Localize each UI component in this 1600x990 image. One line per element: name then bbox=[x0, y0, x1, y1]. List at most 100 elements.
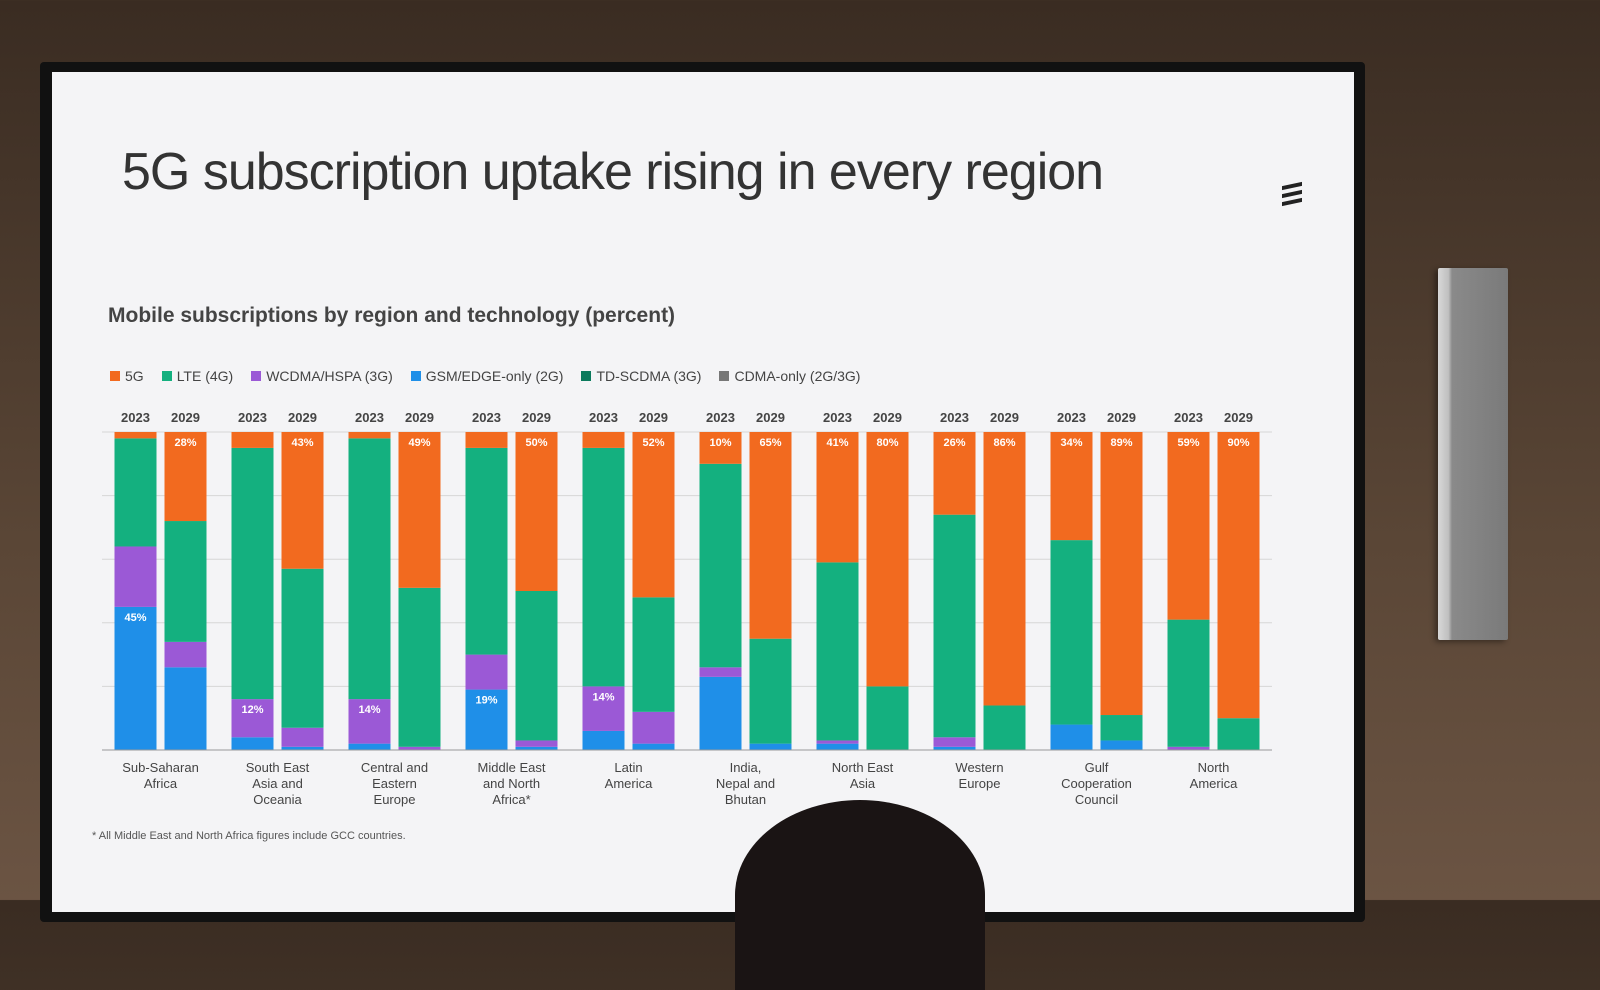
bar-segment bbox=[231, 447, 274, 700]
legend-label: LTE (4G) bbox=[176, 368, 234, 384]
bar-segment bbox=[281, 568, 324, 728]
bar-segment bbox=[1050, 540, 1093, 725]
bar-segment bbox=[866, 432, 909, 687]
legend-item: CDMA-only (2G/3G) bbox=[719, 368, 860, 384]
data-label: 14% bbox=[358, 704, 380, 716]
year-label: 2029 bbox=[288, 410, 317, 425]
bar-segment bbox=[1217, 718, 1260, 750]
bar-segment bbox=[114, 432, 157, 439]
year-label: 2023 bbox=[940, 410, 969, 425]
bar-segment bbox=[348, 743, 391, 750]
legend-label: WCDMA/HSPA (3G) bbox=[266, 368, 393, 384]
bar-segment bbox=[582, 447, 625, 687]
bar-segment bbox=[933, 746, 976, 750]
bar-segment bbox=[515, 740, 558, 747]
bar-segment bbox=[699, 667, 742, 677]
bar-segment bbox=[231, 737, 274, 750]
bar-segment bbox=[866, 686, 909, 750]
data-label: 50% bbox=[525, 437, 547, 449]
year-label: 2029 bbox=[171, 410, 200, 425]
bar-segment bbox=[749, 743, 792, 750]
bar-segment bbox=[398, 587, 441, 747]
year-label: 2029 bbox=[639, 410, 668, 425]
data-label: 49% bbox=[408, 437, 430, 449]
bar-segment bbox=[398, 432, 441, 588]
region-label: Bhutan bbox=[725, 792, 766, 807]
data-label: 59% bbox=[1177, 437, 1199, 449]
region-label: Cooperation bbox=[1061, 776, 1132, 791]
data-label: 45% bbox=[124, 612, 146, 624]
bar-segment bbox=[983, 432, 1026, 706]
bar-segment bbox=[582, 432, 625, 448]
bar-segment bbox=[164, 432, 207, 522]
bar-segment bbox=[632, 743, 675, 750]
region-label: India, bbox=[730, 760, 762, 775]
data-label: 65% bbox=[759, 437, 781, 449]
region-label: Asia and bbox=[252, 776, 303, 791]
legend-label: CDMA-only (2G/3G) bbox=[734, 368, 861, 384]
chart-legend: 5G LTE (4G) WCDMA/HSPA (3G) GSM/EDGE-only (… bbox=[110, 368, 860, 384]
data-label: 10% bbox=[709, 437, 731, 449]
bar-segment bbox=[632, 432, 675, 598]
year-label: 2029 bbox=[522, 410, 551, 425]
bar-segment bbox=[1100, 432, 1143, 716]
bar-segment bbox=[582, 686, 625, 731]
bar-segment bbox=[1050, 432, 1093, 541]
legend-swatch bbox=[251, 371, 262, 381]
region-label: Eastern bbox=[372, 776, 417, 791]
bar-segment bbox=[348, 699, 391, 744]
bar-segment bbox=[515, 746, 558, 750]
legend-label: 5G bbox=[125, 368, 144, 384]
bar-segment bbox=[933, 432, 976, 515]
bar-segment bbox=[699, 463, 742, 668]
bar-segment bbox=[465, 689, 508, 750]
bar-segment bbox=[281, 432, 324, 569]
legend-item: GSM/EDGE-only (2G) bbox=[410, 368, 563, 384]
bar-segment bbox=[1050, 724, 1093, 750]
bar-segment bbox=[699, 432, 742, 464]
bar-segment bbox=[983, 705, 1026, 750]
year-label: 2029 bbox=[873, 410, 902, 425]
data-label: 90% bbox=[1227, 437, 1249, 449]
region-label: Africa bbox=[144, 776, 178, 791]
wall-speaker bbox=[1438, 268, 1508, 640]
data-label: 14% bbox=[592, 691, 614, 703]
year-label: 2023 bbox=[823, 410, 852, 425]
bar-segment bbox=[632, 711, 675, 744]
presentation-slide: 5G subscription uptake rising in every r… bbox=[52, 72, 1354, 912]
year-label: 2023 bbox=[1057, 410, 1086, 425]
bar-segment bbox=[164, 521, 207, 642]
year-label: 2023 bbox=[706, 410, 735, 425]
region-label: Europe bbox=[374, 792, 416, 807]
region-label: Europe bbox=[959, 776, 1001, 791]
bar-segment bbox=[164, 641, 207, 668]
bar-segment bbox=[398, 746, 441, 750]
year-label: 2029 bbox=[756, 410, 785, 425]
bar-segment bbox=[816, 432, 859, 563]
audience-head-silhouette bbox=[735, 800, 985, 990]
legend-swatch bbox=[581, 371, 592, 381]
year-label: 2023 bbox=[472, 410, 501, 425]
year-label: 2029 bbox=[1107, 410, 1136, 425]
chart-subtitle: Mobile subscriptions by region and techn… bbox=[108, 304, 676, 327]
bar-segment bbox=[465, 654, 508, 690]
slide-title: 5G subscription uptake rising in every r… bbox=[122, 143, 1104, 201]
region-label: and North bbox=[483, 776, 540, 791]
year-label: 2023 bbox=[121, 410, 150, 425]
legend-swatch bbox=[161, 371, 172, 381]
bar-segment bbox=[699, 676, 742, 750]
bar-segment bbox=[231, 432, 274, 448]
data-label: 19% bbox=[475, 695, 497, 707]
region-label: Western bbox=[955, 760, 1003, 775]
bar-segment bbox=[749, 638, 792, 744]
region-label: North bbox=[1198, 760, 1230, 775]
region-label: Council bbox=[1075, 792, 1118, 807]
region-label: Sub-Saharan bbox=[122, 760, 199, 775]
data-label: 26% bbox=[943, 437, 965, 449]
region-label: America bbox=[605, 776, 653, 791]
chart-footnote: * All Middle East and North Africa figur… bbox=[92, 830, 406, 842]
bar-segment bbox=[582, 730, 625, 750]
year-label: 2023 bbox=[589, 410, 618, 425]
bar-segment bbox=[1100, 715, 1143, 741]
